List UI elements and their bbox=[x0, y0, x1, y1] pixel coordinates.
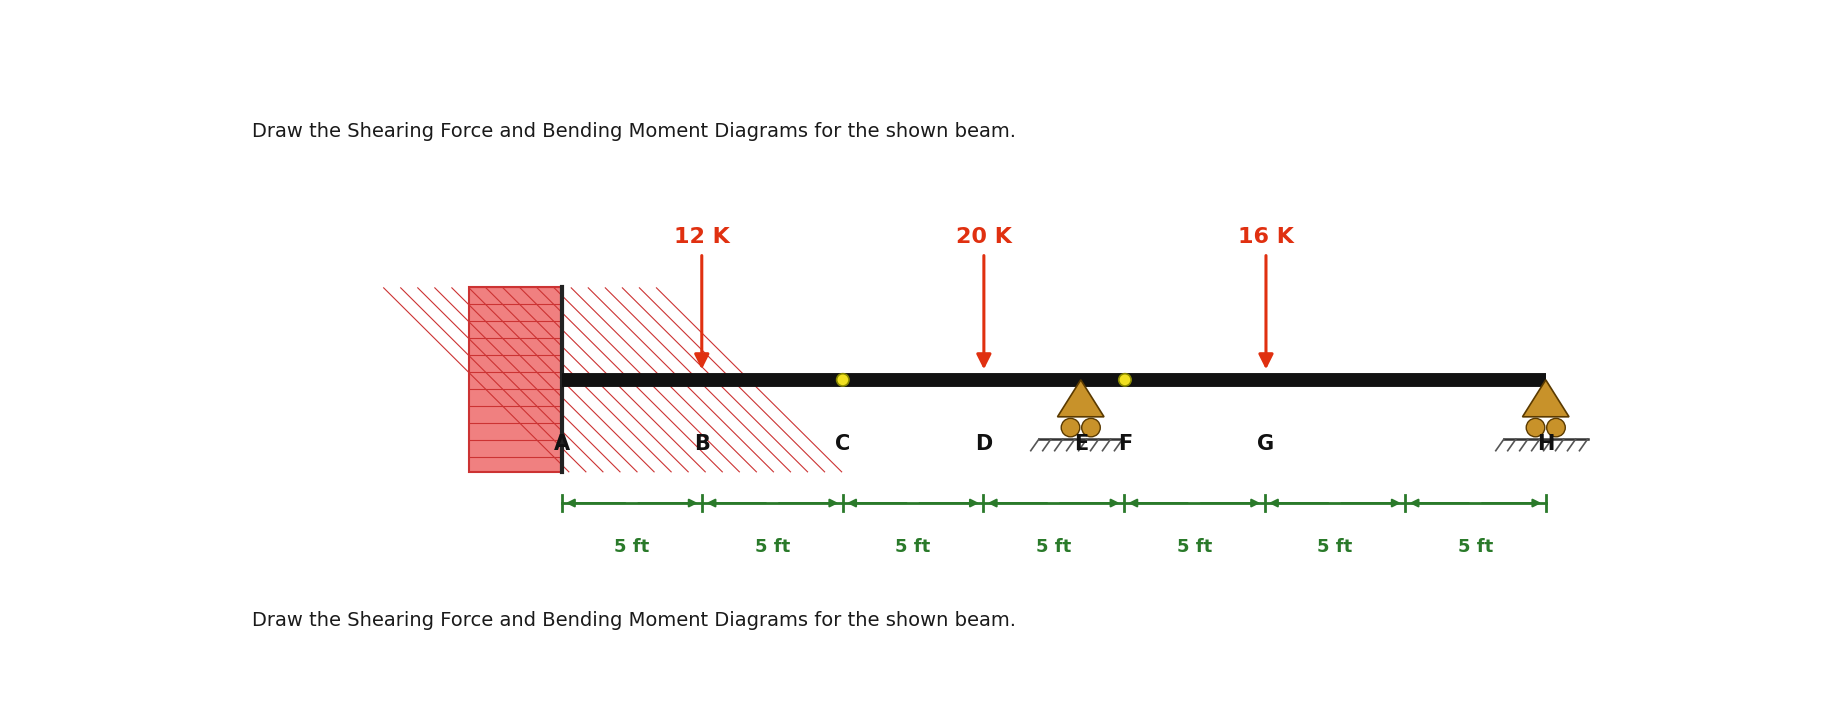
Text: 20 K: 20 K bbox=[957, 227, 1012, 246]
Text: D: D bbox=[975, 434, 993, 454]
Text: G: G bbox=[1258, 434, 1275, 454]
Bar bbox=[469, 287, 562, 473]
Circle shape bbox=[1061, 418, 1079, 437]
Text: Draw the Shearing Force and Bending Moment Diagrams for the shown beam.: Draw the Shearing Force and Bending Mome… bbox=[252, 611, 1015, 630]
Polygon shape bbox=[1523, 379, 1569, 417]
Text: H: H bbox=[1537, 434, 1554, 454]
Text: 12 K: 12 K bbox=[674, 227, 730, 246]
Text: E: E bbox=[1074, 434, 1088, 454]
Polygon shape bbox=[1057, 379, 1105, 417]
Text: Draw the Shearing Force and Bending Moment Diagrams for the shown beam.: Draw the Shearing Force and Bending Mome… bbox=[252, 122, 1015, 141]
Text: F: F bbox=[1118, 434, 1132, 454]
Text: B: B bbox=[694, 434, 710, 454]
Text: 5 ft: 5 ft bbox=[1035, 538, 1072, 555]
Circle shape bbox=[1547, 418, 1565, 437]
Text: A: A bbox=[553, 434, 570, 454]
Text: 5 ft: 5 ft bbox=[895, 538, 931, 555]
Circle shape bbox=[1081, 418, 1101, 437]
Text: 5 ft: 5 ft bbox=[1176, 538, 1212, 555]
Text: 5 ft: 5 ft bbox=[754, 538, 791, 555]
Circle shape bbox=[1527, 418, 1545, 437]
Text: C: C bbox=[834, 434, 851, 454]
Text: 5 ft: 5 ft bbox=[1457, 538, 1494, 555]
Text: 5 ft: 5 ft bbox=[1317, 538, 1353, 555]
Text: 16 K: 16 K bbox=[1238, 227, 1295, 246]
Text: 5 ft: 5 ft bbox=[614, 538, 650, 555]
Circle shape bbox=[836, 374, 849, 386]
Circle shape bbox=[1119, 374, 1130, 386]
